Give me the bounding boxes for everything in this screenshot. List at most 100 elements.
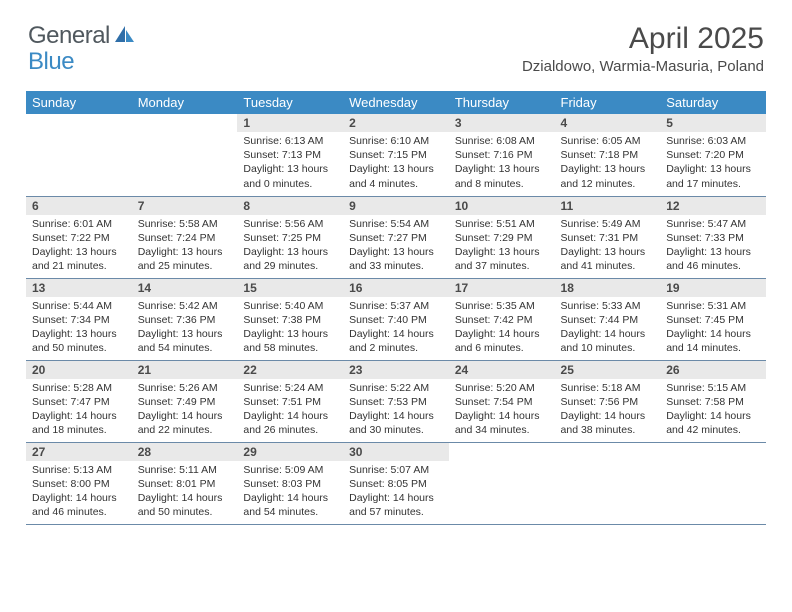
daylight-text: Daylight: 13 hours and 54 minutes.	[138, 327, 232, 355]
day-number: 10	[449, 197, 555, 215]
sunset-text: Sunset: 7:56 PM	[561, 395, 655, 409]
day-cell: 1Sunrise: 6:13 AMSunset: 7:13 PMDaylight…	[237, 114, 343, 196]
day-number	[132, 114, 238, 118]
day-data: Sunrise: 5:54 AMSunset: 7:27 PMDaylight:…	[343, 215, 449, 278]
day-cell: 7Sunrise: 5:58 AMSunset: 7:24 PMDaylight…	[132, 196, 238, 278]
day-number: 28	[132, 443, 238, 461]
day-data: Sunrise: 5:51 AMSunset: 7:29 PMDaylight:…	[449, 215, 555, 278]
week-row: 13 Sunrise: 5:44 AMSunset: 7:34 PM Dayligh…	[26, 278, 766, 360]
day-data: Sunrise: 5:47 AMSunset: 7:33 PMDaylight:…	[660, 215, 766, 278]
daylight-text: Daylight: 14 hours and 57 minutes.	[349, 491, 443, 519]
sunset-text: Sunset: 7:51 PM	[243, 395, 337, 409]
daylight-text: Daylight: 13 hours and 4 minutes.	[349, 162, 443, 190]
day-data: Sunrise: 5:07 AMSunset: 8:05 PMDaylight:…	[343, 461, 449, 524]
day-number: 7	[132, 197, 238, 215]
day-cell: 5Sunrise: 6:03 AMSunset: 7:20 PMDaylight…	[660, 114, 766, 196]
day-cell	[132, 114, 238, 196]
sunset-text: Sunset: 7:47 PM	[32, 395, 126, 409]
sunset-text: Sunset: 8:05 PM	[349, 477, 443, 491]
sunrise-text: Sunrise: 5:24 AM	[243, 381, 337, 395]
day-header: Monday	[132, 91, 238, 114]
day-number	[555, 443, 661, 447]
daylight-text: Daylight: 13 hours and 41 minutes.	[561, 245, 655, 273]
sunset-text: Sunset: 7:54 PM	[455, 395, 549, 409]
day-cell: 20Sunrise: 5:28 AMSunset: 7:47 PMDayligh…	[26, 360, 132, 442]
day-number: 3	[449, 114, 555, 132]
day-number: 4	[555, 114, 661, 132]
week-row: 27Sunrise: 5:13 AMSunset: 8:00 PMDayligh…	[26, 442, 766, 524]
day-number	[660, 443, 766, 447]
sunset-text: Sunset: 7:44 PM	[561, 313, 655, 327]
day-cell: 16Sunrise: 5:37 AMSunset: 7:40 PMDayligh…	[343, 278, 449, 360]
sunrise-text: Sunrise: 6:13 AM	[243, 134, 337, 148]
day-number: 18	[555, 279, 661, 297]
daylight-text: Daylight: 13 hours and 12 minutes.	[561, 162, 655, 190]
sunrise-text: Sunrise: 6:10 AM	[349, 134, 443, 148]
week-row: 1Sunrise: 6:13 AMSunset: 7:13 PMDaylight…	[26, 114, 766, 196]
sunset-text: Sunset: 7:34 PM	[32, 313, 126, 327]
day-number: 20	[26, 361, 132, 379]
day-number: 15	[237, 279, 343, 297]
day-header: Friday	[555, 91, 661, 114]
sunrise-text: Sunrise: 5:47 AM	[666, 217, 760, 231]
day-cell: 19Sunrise: 5:31 AMSunset: 7:45 PMDayligh…	[660, 278, 766, 360]
day-data: Sunrise: 6:13 AMSunset: 7:13 PMDaylight:…	[237, 132, 343, 195]
day-cell: 17Sunrise: 5:35 AMSunset: 7:42 PMDayligh…	[449, 278, 555, 360]
day-cell: 18 Sunrise: 5:33 AMSunset: 7:44 PMDayligh…	[555, 278, 661, 360]
day-cell: 4Sunrise: 6:05 AMSunset: 7:18 PMDaylight…	[555, 114, 661, 196]
daylight-text: Daylight: 13 hours and 33 minutes.	[349, 245, 443, 273]
daylight-text: Daylight: 14 hours and 30 minutes.	[349, 409, 443, 437]
title-block: April 2025 Dzialdowo, Warmia-Masuria, Po…	[522, 22, 764, 75]
sunrise-text: Sunrise: 5:40 AM	[243, 299, 337, 313]
sunrise-text: Sunrise: 5:26 AM	[138, 381, 232, 395]
sunset-text: Sunset: 7:42 PM	[455, 313, 549, 327]
brand-logo: General	[28, 22, 138, 50]
sunset-text: Sunset: 7:53 PM	[349, 395, 443, 409]
daylight-text: Daylight: 13 hours and 21 minutes.	[32, 245, 126, 273]
sunrise-text: Sunrise: 5:31 AM	[666, 299, 760, 313]
sunrise-text: Sunrise: 5:58 AM	[138, 217, 232, 231]
daylight-text: Daylight: 14 hours and 42 minutes.	[666, 409, 760, 437]
day-cell	[555, 442, 661, 524]
day-cell: 12Sunrise: 5:47 AMSunset: 7:33 PMDayligh…	[660, 196, 766, 278]
sunrise-text: Sunrise: 5:37 AM	[349, 299, 443, 313]
day-data: Sunrise: 6:01 AMSunset: 7:22 PMDaylight:…	[26, 215, 132, 278]
sunset-text: Sunset: 7:27 PM	[349, 231, 443, 245]
daylight-text: Daylight: 14 hours and 14 minutes.	[666, 327, 760, 355]
sunset-text: Sunset: 8:01 PM	[138, 477, 232, 491]
daylight-text: Daylight: 14 hours and 54 minutes.	[243, 491, 337, 519]
day-cell: 6Sunrise: 6:01 AMSunset: 7:22 PMDaylight…	[26, 196, 132, 278]
sunrise-text: Sunrise: 6:05 AM	[561, 134, 655, 148]
day-header-row: SundayMondayTuesdayWednesdayThursdayFrid…	[26, 91, 766, 114]
daylight-text: Daylight: 14 hours and 46 minutes.	[32, 491, 126, 519]
day-data: Sunrise: 6:03 AMSunset: 7:20 PMDaylight:…	[660, 132, 766, 195]
day-number: 13	[26, 279, 132, 297]
daylight-text: Daylight: 14 hours and 18 minutes.	[32, 409, 126, 437]
day-number: 23	[343, 361, 449, 379]
daylight-text: Daylight: 14 hours and 50 minutes.	[138, 491, 232, 519]
day-header: Saturday	[660, 91, 766, 114]
day-data: Sunrise: 5:20 AMSunset: 7:54 PMDaylight:…	[449, 379, 555, 442]
sunrise-text: Sunrise: 5:44 AM	[32, 299, 126, 313]
daylight-text: Daylight: 14 hours and 10 minutes.	[561, 327, 655, 355]
sunrise-text: Sunrise: 5:22 AM	[349, 381, 443, 395]
sunrise-text: Sunrise: 5:35 AM	[455, 299, 549, 313]
sunrise-text: Sunrise: 6:08 AM	[455, 134, 549, 148]
day-data: Sunrise: 5:49 AMSunset: 7:31 PMDaylight:…	[555, 215, 661, 278]
day-cell: 28Sunrise: 5:11 AMSunset: 8:01 PMDayligh…	[132, 442, 238, 524]
sunset-text: Sunset: 7:38 PM	[243, 313, 337, 327]
brand-text-blue: Blue	[28, 48, 74, 75]
sunrise-text: Sunrise: 5:49 AM	[561, 217, 655, 231]
daylight-text: Daylight: 13 hours and 8 minutes.	[455, 162, 549, 190]
day-cell	[449, 442, 555, 524]
sunrise-text: Sunrise: 5:54 AM	[349, 217, 443, 231]
sunset-text: Sunset: 7:24 PM	[138, 231, 232, 245]
day-data: Sunrise: 5:56 AMSunset: 7:25 PMDaylight:…	[237, 215, 343, 278]
month-title: April 2025	[522, 22, 764, 56]
sunrise-text: Sunrise: 5:33 AM	[561, 299, 655, 313]
daylight-text: Daylight: 13 hours and 37 minutes.	[455, 245, 549, 273]
day-cell: 22Sunrise: 5:24 AMSunset: 7:51 PMDayligh…	[237, 360, 343, 442]
day-number: 24	[449, 361, 555, 379]
week-row: 20Sunrise: 5:28 AMSunset: 7:47 PMDayligh…	[26, 360, 766, 442]
day-cell: 11Sunrise: 5:49 AMSunset: 7:31 PMDayligh…	[555, 196, 661, 278]
